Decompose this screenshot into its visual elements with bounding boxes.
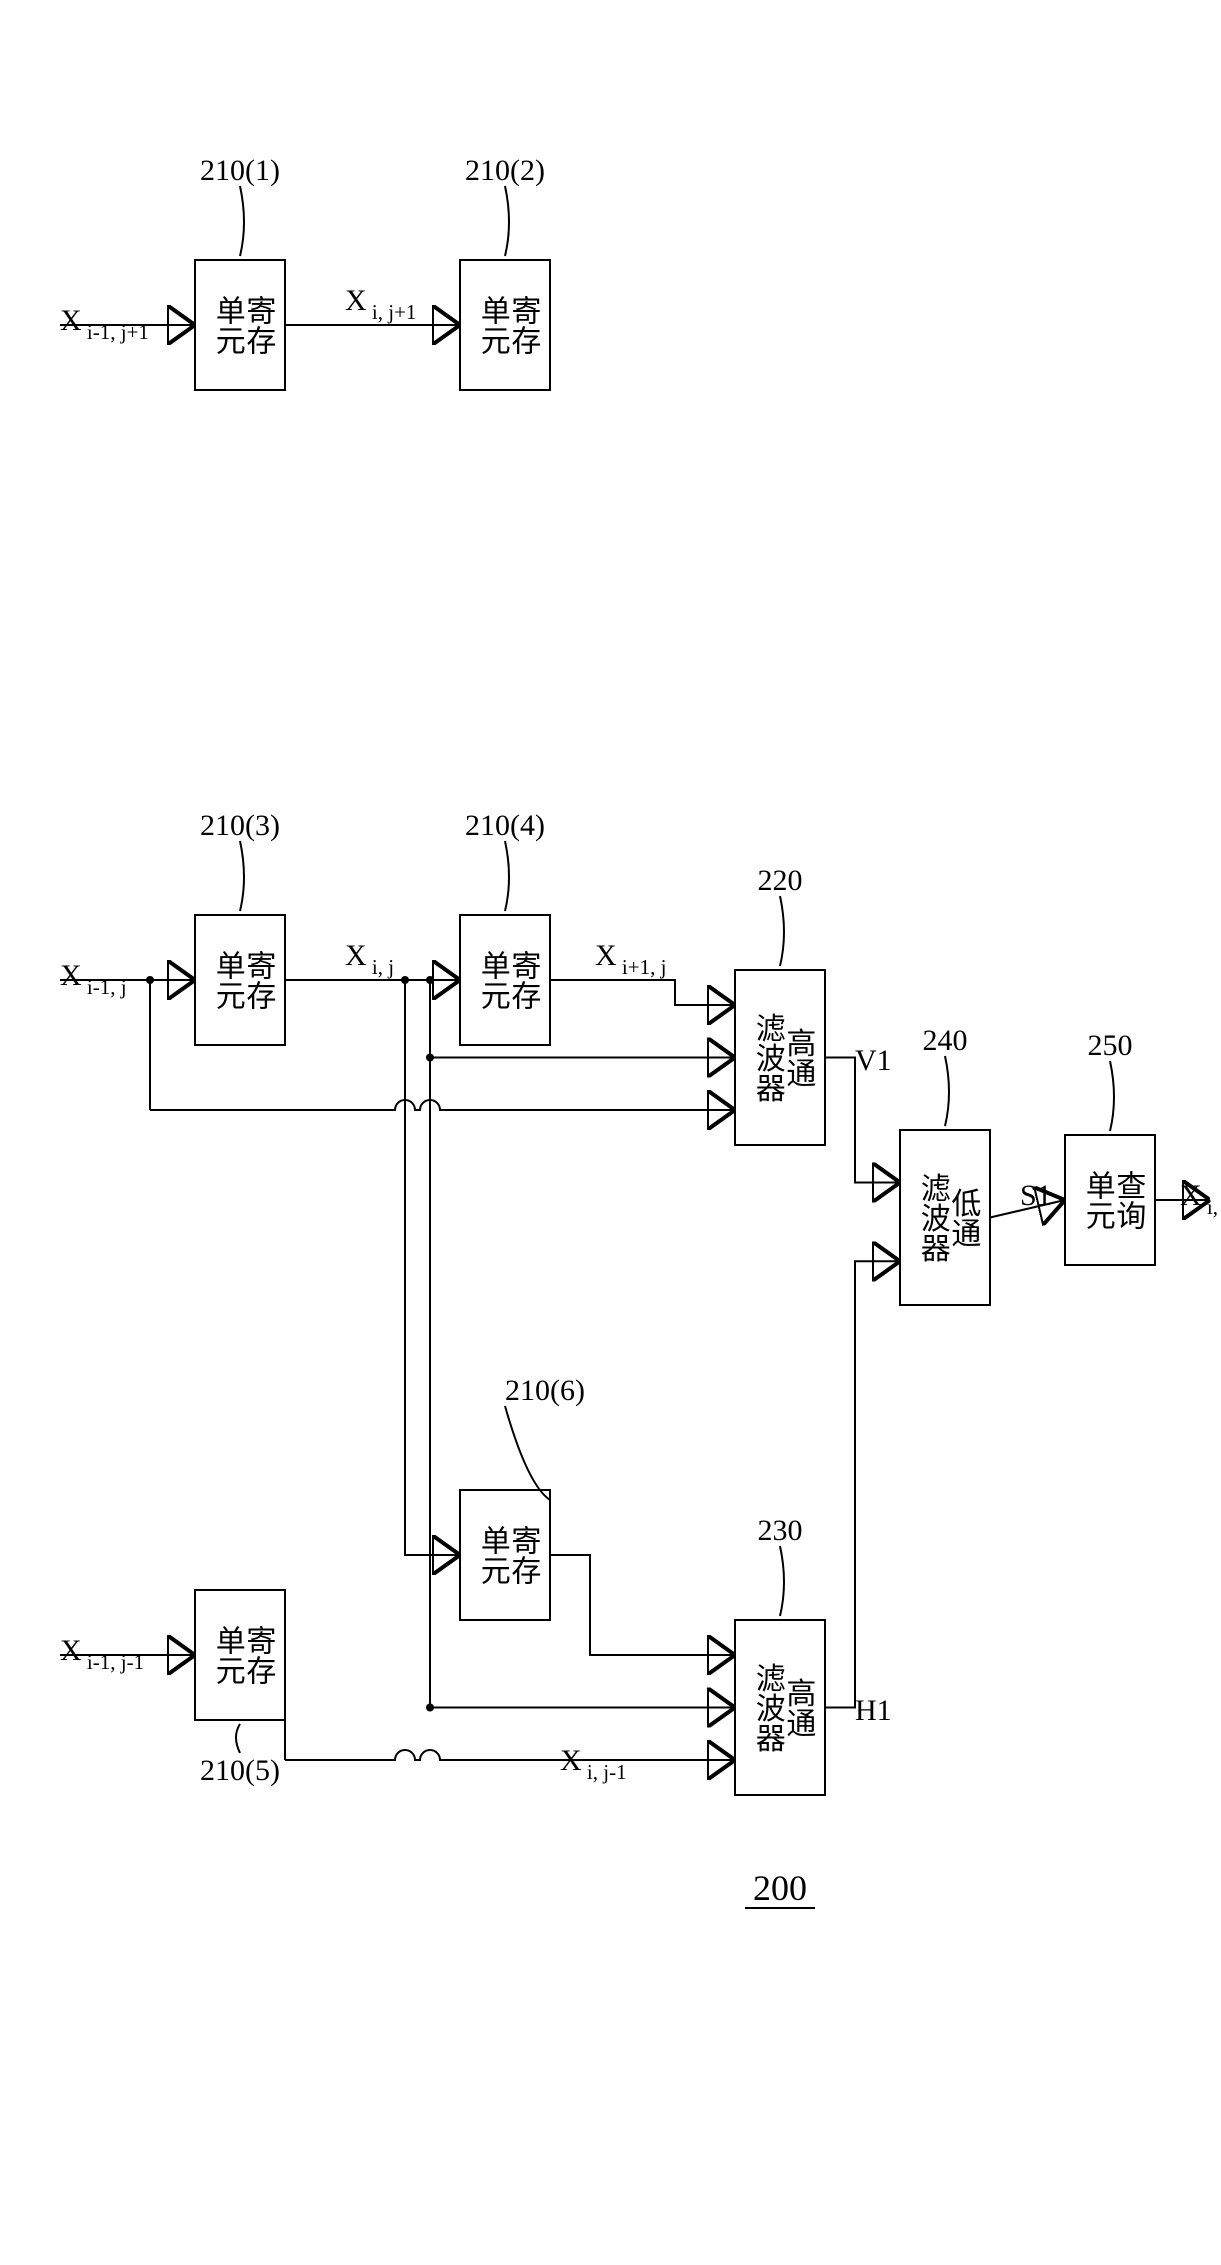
block-label: 滤波器 xyxy=(916,1173,951,1263)
svg-text:X i-1, j: X i-1, j xyxy=(60,959,127,999)
block-label: 单元 xyxy=(476,1525,510,1585)
block-r3: 寄存单元 210(3) xyxy=(195,809,285,1045)
svg-text:V1: V1 xyxy=(855,1044,892,1077)
block-label: 低通 xyxy=(946,1188,981,1248)
signal-v1: V1 xyxy=(855,1044,892,1077)
signal-r6_out: X i, j-1 xyxy=(560,1744,627,1784)
block-ref: 210(3) xyxy=(200,809,280,842)
block-ref: 210(6) xyxy=(505,1374,585,1407)
block-label: 单元 xyxy=(476,295,510,355)
block-label: 寄存 xyxy=(241,950,276,1010)
block-ref: 210(5) xyxy=(200,1754,280,1787)
block-r5: 寄存单元 210(5) xyxy=(195,1590,285,1787)
svg-text:S1: S1 xyxy=(1020,1179,1052,1212)
block-ref: 210(2) xyxy=(465,154,545,187)
signal-in_top: X i-1, j+1 xyxy=(60,304,149,344)
block-r4: 寄存单元 210(4) xyxy=(460,809,550,1045)
signal-h1: H1 xyxy=(855,1694,892,1727)
block-ref: 250 xyxy=(1088,1029,1133,1062)
svg-text:H1: H1 xyxy=(855,1694,892,1727)
signal-r1_r2: X i, j+1 xyxy=(345,284,416,324)
signal-in_mid: X i-1, j xyxy=(60,959,127,999)
block-label: 寄存 xyxy=(241,1625,276,1685)
block-ref: 230 xyxy=(758,1514,803,1547)
signal-in_bot: X i-1, j-1 xyxy=(60,1634,144,1674)
block-ref: 220 xyxy=(758,864,803,897)
block-r2: 寄存单元 210(2) xyxy=(460,154,550,390)
signal-out: X i, j′ xyxy=(1180,1179,1221,1219)
block-label: 单元 xyxy=(211,295,245,355)
diagram-id: 200 xyxy=(753,1868,807,1908)
svg-text:X i-1, j+1: X i-1, j+1 xyxy=(60,304,149,344)
block-r6: 寄存单元 210(6) xyxy=(460,1374,585,1620)
block-hp2: 高通滤波器 230 xyxy=(735,1514,825,1795)
block-label: 高通 xyxy=(781,1028,815,1088)
block-label: 寄存 xyxy=(506,295,541,355)
block-ref: 240 xyxy=(923,1024,968,1057)
svg-text:X i, j′: X i, j′ xyxy=(1180,1179,1221,1219)
signal-r3_r4: X i, j xyxy=(345,939,394,979)
block-label: 高通 xyxy=(781,1678,815,1738)
block-label: 滤波器 xyxy=(751,1013,786,1103)
block-label: 寄存 xyxy=(241,295,276,355)
block-hp1: 高通滤波器 220 xyxy=(735,864,825,1145)
svg-text:X i-1, j-1: X i-1, j-1 xyxy=(60,1634,144,1674)
block-label: 单元 xyxy=(211,950,245,1010)
block-ref: 210(1) xyxy=(200,154,280,187)
block-r1: 寄存单元 210(1) xyxy=(195,154,285,390)
block-label: 滤波器 xyxy=(751,1663,786,1753)
block-label: 寄存 xyxy=(506,950,541,1010)
signal-s1: S1 xyxy=(1020,1179,1052,1212)
block-label: 单元 xyxy=(211,1625,245,1685)
svg-text:X i+1, j: X i+1, j xyxy=(595,939,666,979)
svg-text:X i, j: X i, j xyxy=(345,939,394,979)
signal-r4_out: X i+1, j xyxy=(595,939,666,979)
block-q: 查询单元 250 xyxy=(1065,1029,1155,1265)
block-ref: 210(4) xyxy=(465,809,545,842)
block-label: 单元 xyxy=(1081,1170,1115,1230)
svg-text:X i, j+1: X i, j+1 xyxy=(345,284,416,324)
block-label: 单元 xyxy=(476,950,510,1010)
block-label: 寄存 xyxy=(506,1525,541,1585)
block-lp: 低通滤波器 240 xyxy=(900,1024,990,1305)
block-label: 查询 xyxy=(1111,1170,1145,1230)
svg-text:X i, j-1: X i, j-1 xyxy=(560,1744,627,1784)
